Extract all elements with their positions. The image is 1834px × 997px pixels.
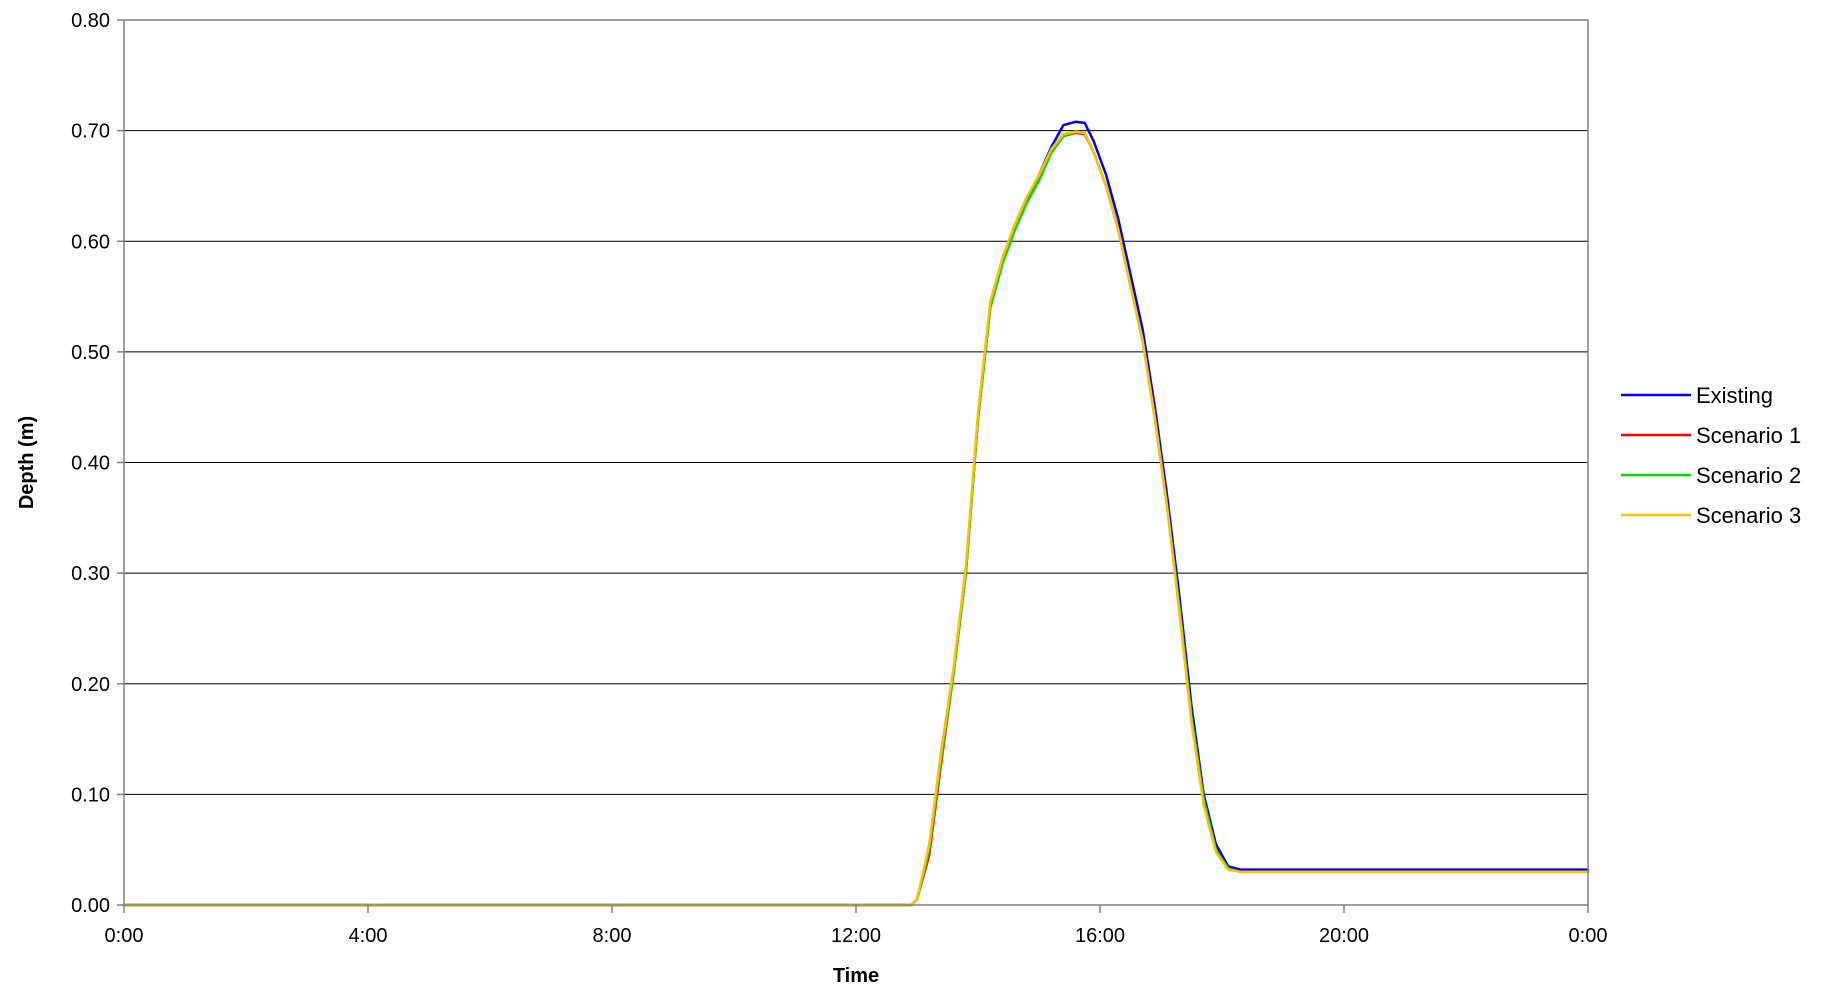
y-tick-label: 0.40: [71, 453, 110, 475]
y-tick-label: 0.20: [71, 674, 110, 696]
legend-label: Scenario 1: [1696, 423, 1801, 448]
y-tick-label: 0.70: [71, 121, 110, 143]
y-tick-label: 0.30: [71, 563, 110, 585]
legend: Existing Scenario 1 Scenario 2 Scenario 3: [1621, 383, 1801, 528]
x-tick-label: 0:00: [1569, 925, 1608, 947]
x-tick-label: 16:00: [1075, 925, 1125, 947]
x-tick-label: 4:00: [349, 925, 388, 947]
y-axis: 0.00 0.10 0.20 0.30 0.40 0.50 0.60 0.70 0.80: [71, 10, 124, 917]
y-tick-label: 0.80: [71, 10, 110, 32]
x-tick-label: 12:00: [831, 925, 881, 947]
x-axis-title: Time: [833, 965, 879, 987]
x-axis: 0:00 4:00 8:00 12:00 16:00 20:00 0:00: [105, 905, 1608, 947]
y-axis-title: Depth (m): [16, 416, 38, 509]
legend-label: Scenario 2: [1696, 463, 1801, 488]
legend-label: Existing: [1696, 383, 1773, 408]
legend-label: Scenario 3: [1696, 503, 1801, 528]
gridlines: [124, 130, 1588, 795]
y-tick-label: 0.60: [71, 231, 110, 253]
y-tick-label: 0.10: [71, 784, 110, 806]
series-lines: [122, 120, 1590, 907]
x-tick-label: 8:00: [593, 925, 632, 947]
y-tick-label: 0.00: [71, 895, 110, 917]
y-tick-label: 0.50: [71, 342, 110, 364]
x-tick-label: 0:00: [105, 925, 144, 947]
x-tick-label: 20:00: [1319, 925, 1369, 947]
series-line-scenario-3: [122, 130, 1590, 907]
